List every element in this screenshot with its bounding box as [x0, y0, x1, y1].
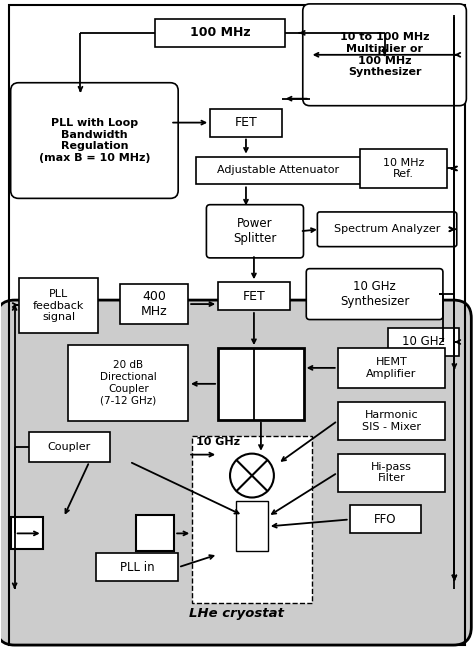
Bar: [210, 109, 282, 136]
Bar: [337, 401, 446, 440]
Bar: [192, 436, 312, 603]
Text: Hi-pass
Filter: Hi-pass Filter: [371, 462, 412, 483]
Bar: [350, 506, 421, 533]
Bar: [137, 516, 174, 551]
Bar: [69, 345, 188, 420]
Bar: [337, 348, 446, 388]
Text: Power
Splitter: Power Splitter: [233, 217, 277, 245]
Bar: [388, 328, 459, 356]
Text: 10 GHz: 10 GHz: [402, 335, 445, 348]
Bar: [96, 554, 178, 581]
Text: 100 MHz: 100 MHz: [190, 26, 250, 39]
FancyBboxPatch shape: [0, 300, 471, 645]
Text: PLL in: PLL in: [120, 561, 155, 574]
Text: FET: FET: [243, 289, 265, 302]
Bar: [337, 454, 446, 491]
Bar: [120, 284, 188, 324]
Text: Harmonic
SIS - Mixer: Harmonic SIS - Mixer: [362, 410, 421, 432]
Text: LHe cryostat: LHe cryostat: [189, 607, 283, 620]
Text: 10 to 100 MHz
Multiplier or
100 MHz
Synthesizer: 10 to 100 MHz Multiplier or 100 MHz Synt…: [340, 32, 429, 77]
Text: Coupler: Coupler: [48, 441, 91, 451]
Text: 10 GHz
Synthesizer: 10 GHz Synthesizer: [340, 280, 409, 308]
Bar: [28, 432, 110, 462]
Text: HEMT
Amplifier: HEMT Amplifier: [366, 357, 417, 379]
Bar: [218, 282, 290, 310]
Text: FFO: FFO: [374, 513, 397, 526]
Text: 20 dB
Directional
Coupler
(7-12 GHz): 20 dB Directional Coupler (7-12 GHz): [100, 360, 157, 405]
Bar: [360, 148, 447, 188]
Bar: [155, 19, 285, 47]
FancyBboxPatch shape: [306, 269, 443, 319]
Bar: [196, 157, 361, 184]
FancyBboxPatch shape: [11, 83, 178, 198]
Text: Spectrum Analyzer: Spectrum Analyzer: [334, 224, 440, 234]
FancyBboxPatch shape: [206, 205, 303, 258]
FancyBboxPatch shape: [318, 212, 457, 247]
Bar: [18, 278, 99, 333]
FancyBboxPatch shape: [303, 4, 466, 106]
Bar: [218, 348, 304, 420]
Text: Adjustable Attenuator: Adjustable Attenuator: [217, 165, 339, 175]
Text: 10 MHz
Ref.: 10 MHz Ref.: [383, 157, 424, 179]
Text: FET: FET: [235, 116, 257, 129]
Text: 10 GHz: 10 GHz: [196, 437, 240, 447]
Text: PLL with Loop
Bandwidth
Regulation
(max B = 10 MHz): PLL with Loop Bandwidth Regulation (max …: [39, 118, 150, 163]
Text: PLL
feedback
signal: PLL feedback signal: [33, 289, 84, 322]
Bar: [236, 501, 268, 551]
Text: 400
MHz: 400 MHz: [141, 290, 167, 318]
Bar: [11, 518, 43, 549]
